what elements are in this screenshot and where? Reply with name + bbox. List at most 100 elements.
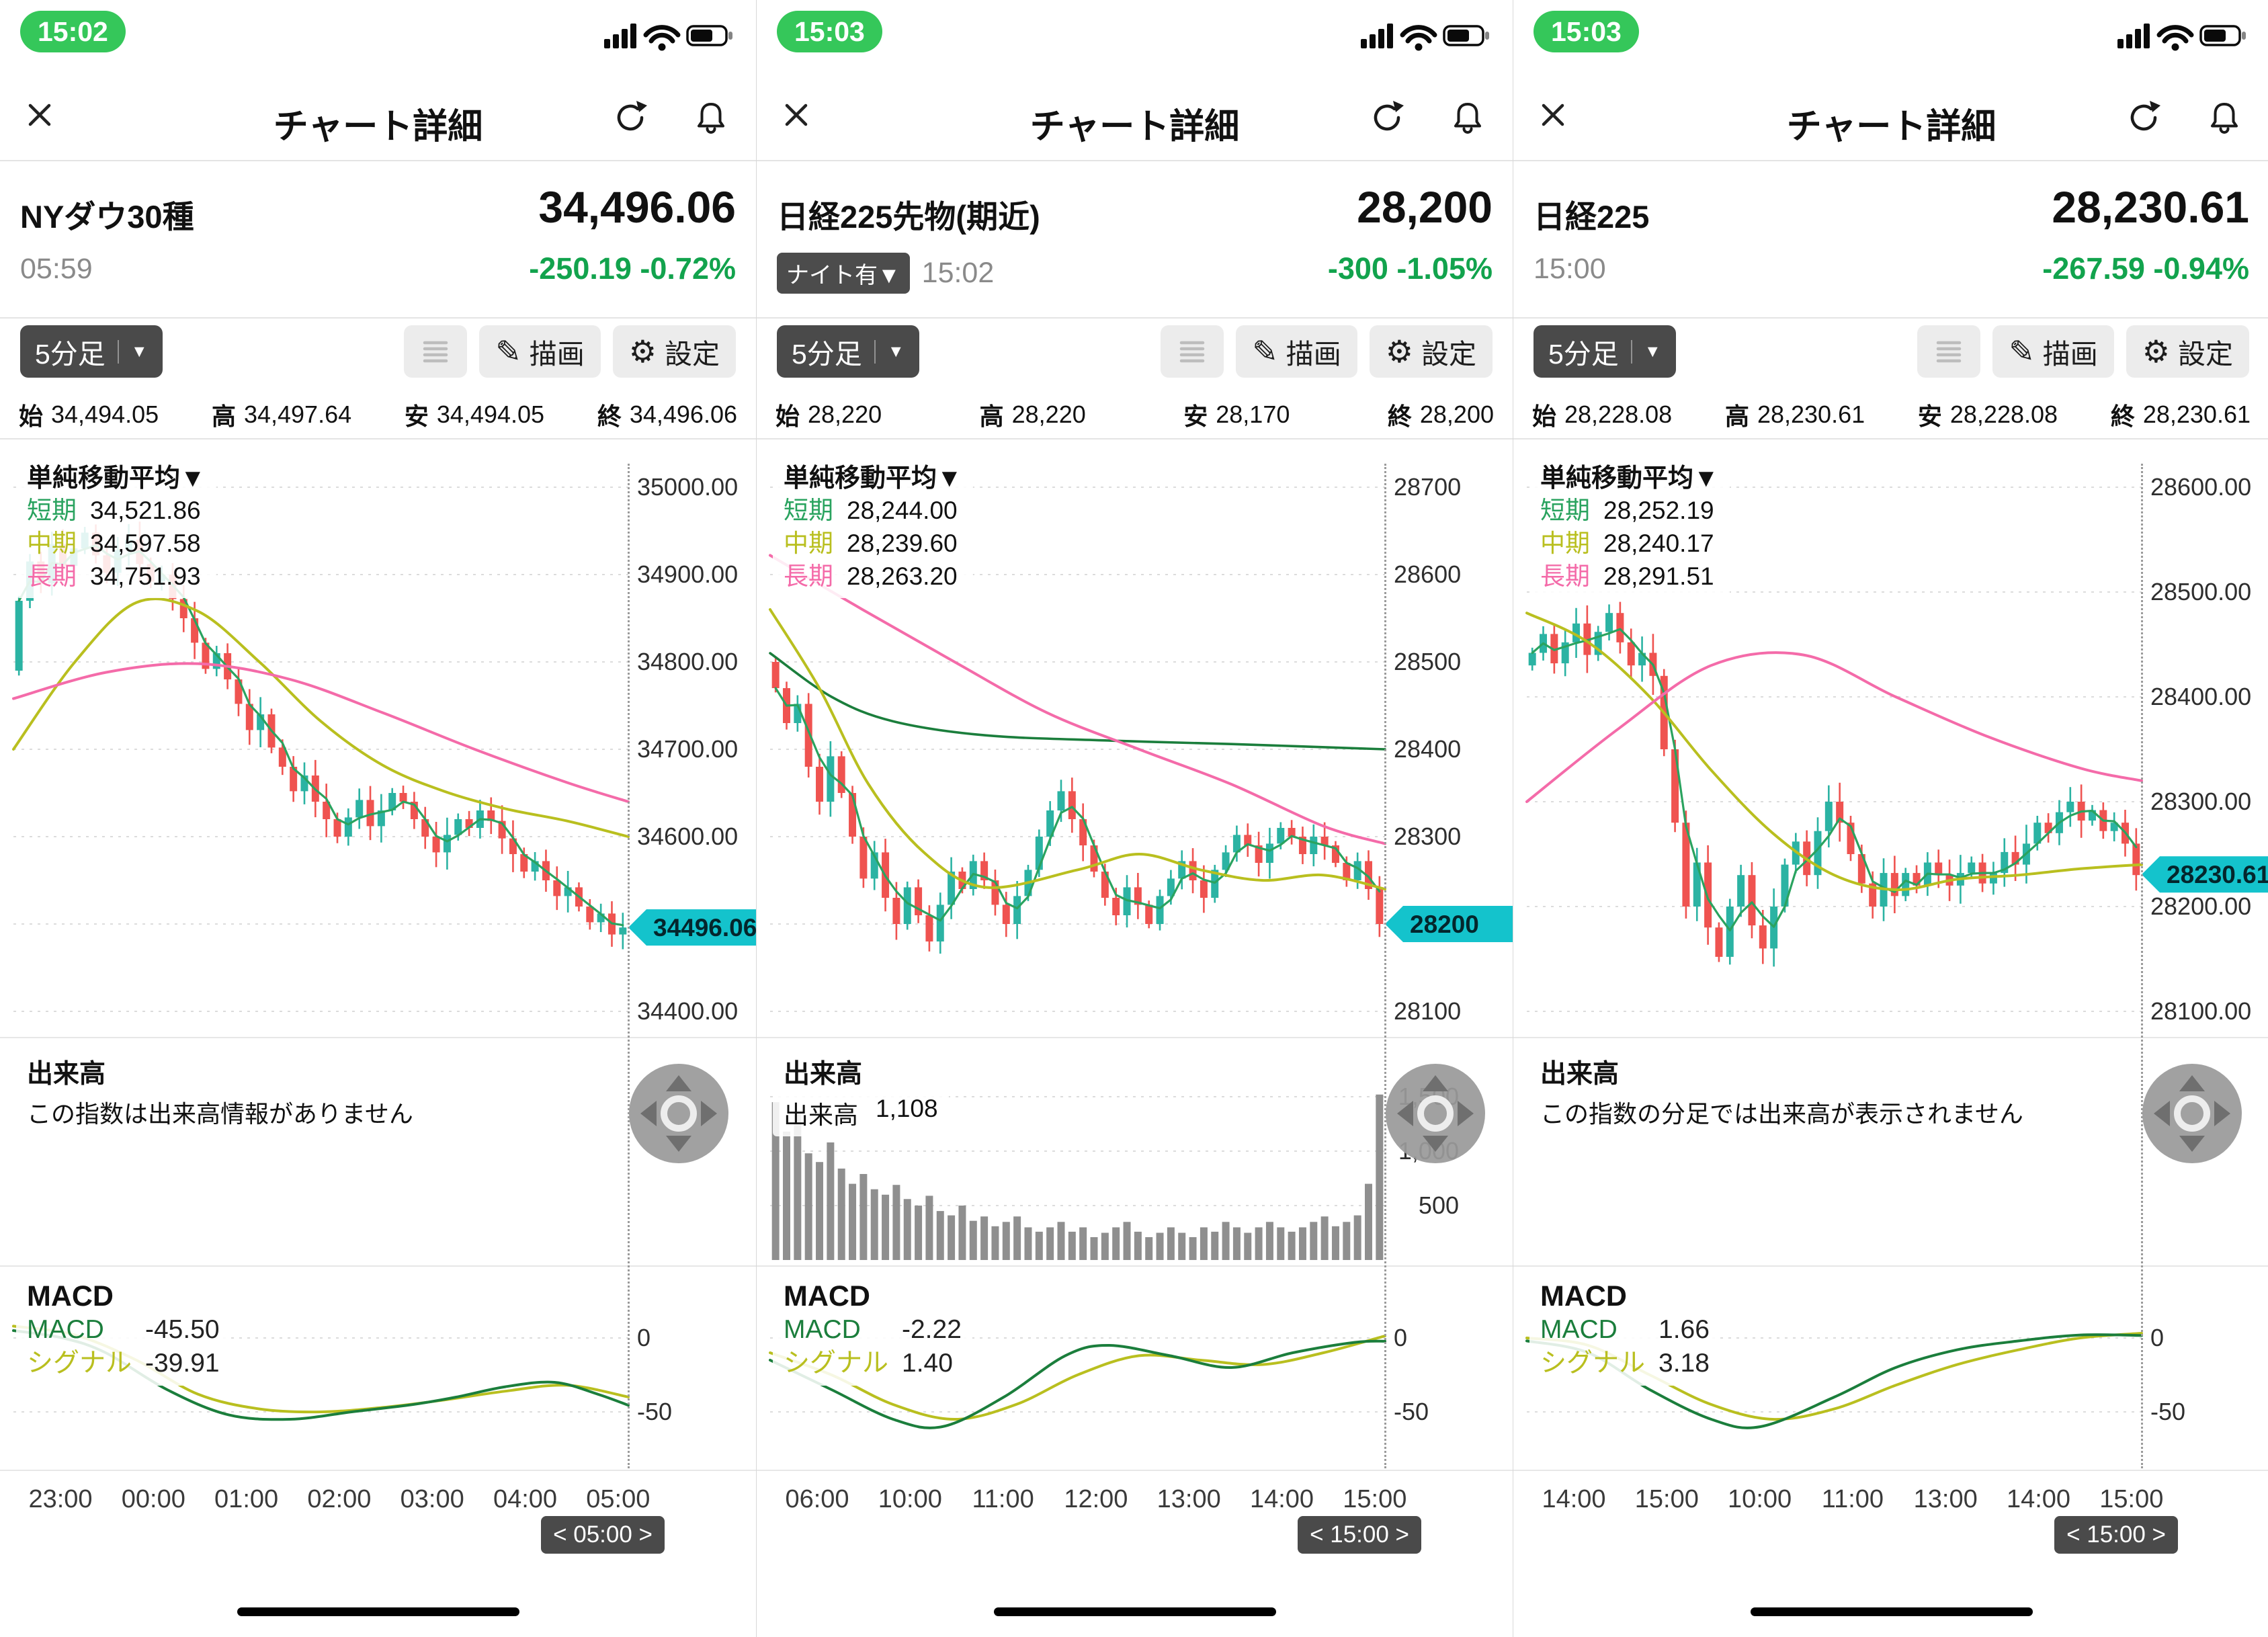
ma-mid-row: 中期 28,239.60 [784, 530, 958, 557]
navigation-header: チャート詳細 [0, 74, 756, 161]
price-change: -250.19 -0.72% [529, 251, 736, 286]
volume-value-row: 出来高 1,108 [784, 1095, 938, 1129]
dpad-control[interactable] [627, 1062, 730, 1165]
x-axis-label: 14:00 [1542, 1485, 1606, 1513]
signal-value-row: シグナル 3.18 [1540, 1349, 1710, 1378]
draw-button[interactable]: ✎ 描画 [479, 325, 601, 378]
wifi-icon [1400, 25, 1437, 51]
draw-label: 描画 [2042, 339, 2098, 370]
moving-average-legend[interactable]: 単純移動平均▼ 短期 28,252.19 中期 28,240.17 長期 28,291… [1529, 452, 1730, 598]
ohlc-high: 高 34,497.64 [211, 401, 352, 430]
close-icon[interactable] [24, 99, 55, 130]
time-axis: 14:00 15:00 10:00 11:00 13:00 14:00 15:00 [1513, 1485, 2268, 1519]
x-axis-label: 10:00 [1728, 1485, 1792, 1513]
instrument-name: 日経225 [1534, 199, 1650, 235]
indicator-list-button[interactable] [404, 325, 468, 378]
status-time: 15:03 [777, 11, 882, 52]
svg-text:-50: -50 [637, 1398, 672, 1425]
list-icon [423, 341, 448, 363]
ma-short-row: 短期 34,521.86 [27, 497, 201, 524]
x-axis-label: 10:00 [878, 1485, 942, 1513]
pencil-icon: ✎ [2009, 334, 2035, 369]
section-divider [0, 1037, 756, 1038]
ma-short-row: 短期 28,252.19 [1540, 497, 1714, 524]
chart-toolbar: 5分足 ▼ ✎ 描画 ⚙ 設定 [1513, 317, 2268, 391]
ohlc-low: 安 34,494.05 [404, 401, 545, 430]
home-indicator[interactable] [993, 1607, 1276, 1616]
close-icon[interactable] [781, 99, 812, 130]
notification-bell-icon[interactable] [1450, 99, 1486, 136]
svg-text:0: 0 [2150, 1324, 2164, 1351]
status-time: 15:03 [1534, 11, 1639, 52]
navigation-header: チャート詳細 [757, 74, 1513, 161]
svg-text:28300: 28300 [1394, 823, 1461, 850]
x-axis-label: 01:00 [214, 1485, 279, 1513]
svg-text:28700: 28700 [1394, 473, 1461, 501]
refresh-icon[interactable] [1369, 99, 1405, 136]
x-axis-label: 14:00 [2006, 1485, 2071, 1513]
close-icon[interactable] [1538, 99, 1568, 130]
x-axis-label: 03:00 [400, 1485, 464, 1513]
settings-button[interactable]: ⚙ 設定 [2126, 325, 2249, 378]
page-title: チャート詳細 [1786, 108, 1997, 146]
section-divider [1513, 1470, 2268, 1471]
indicator-list-button[interactable] [1917, 325, 1981, 378]
draw-label: 描画 [1286, 339, 1341, 370]
svg-text:35000.00: 35000.00 [637, 473, 738, 501]
refresh-icon[interactable] [2126, 99, 2162, 136]
x-axis-label: 11:00 [972, 1485, 1034, 1513]
chart-area: 2870028600285002840028300282002810028200… [757, 439, 1513, 1637]
svg-text:34400.00: 34400.00 [637, 997, 738, 1025]
chevron-down-icon: ▼ [117, 339, 148, 364]
ma-short-row: 短期 28,244.00 [784, 497, 958, 524]
home-indicator[interactable] [237, 1607, 519, 1616]
ohlc-row: 始 28,220 高 28,220 安 28,170 終 28,200 [757, 391, 1513, 439]
x-axis-label: 15:00 [2099, 1485, 2164, 1513]
svg-text:28230.61: 28230.61 [2167, 861, 2268, 888]
section-divider [1513, 1265, 2268, 1267]
settings-button[interactable]: ⚙ 設定 [1369, 325, 1493, 378]
price-chart[interactable]: 28600.00 28500.00 28400.00 28300.00 28200.00… [1513, 444, 2268, 1035]
x-axis-label: 02:00 [307, 1485, 372, 1513]
home-indicator[interactable] [1750, 1607, 2033, 1616]
settings-label: 設定 [2178, 339, 2233, 370]
settings-button[interactable]: ⚙ 設定 [612, 325, 736, 378]
indicator-list-button[interactable] [1161, 325, 1224, 378]
dpad-control[interactable] [2140, 1062, 2244, 1165]
notification-bell-icon[interactable] [693, 99, 729, 136]
dpad-control[interactable] [1384, 1062, 1487, 1165]
quote-time: 05:59 [20, 253, 93, 285]
wifi-icon [2156, 25, 2194, 51]
svg-text:28300.00: 28300.00 [2150, 788, 2251, 815]
price-chart[interactable]: 2870028600285002840028300282002810028200 [757, 444, 1513, 1035]
svg-text:28200.00: 28200.00 [2150, 892, 2251, 920]
draw-button[interactable]: ✎ 描画 [1236, 325, 1357, 378]
ohlc-open: 始 28,220 [775, 401, 882, 430]
section-divider [0, 1470, 756, 1471]
price-change: -300 -1.05% [1327, 251, 1493, 286]
gear-icon: ⚙ [628, 334, 657, 369]
macd-legend: MACD MACD 1.66 シグナル 3.18 [1529, 1275, 1720, 1386]
macd-chart[interactable]: 0 -50 [757, 1267, 1513, 1468]
x-axis-label: 06:00 [785, 1485, 849, 1513]
session-badge[interactable]: ナイト有▼ [777, 253, 910, 294]
interval-dropdown[interactable]: 5分足 ▼ [20, 325, 163, 378]
refresh-icon[interactable] [612, 99, 648, 136]
interval-dropdown[interactable]: 5分足 ▼ [777, 325, 919, 378]
ohlc-close: 終 28,230.61 [2110, 401, 2251, 430]
chevron-down-icon: ▼ [1630, 339, 1661, 364]
battery-icon [2199, 25, 2246, 46]
phone-screen-1: 15:03 チャート詳細 [756, 0, 1513, 1637]
x-axis-label: 00:00 [121, 1485, 185, 1513]
volume-note: この指数の分足では出来高が表示されません [1540, 1100, 2023, 1128]
instrument-name: NYダウ30種 [20, 199, 194, 235]
moving-average-legend[interactable]: 単純移動平均▼ 短期 28,244.00 中期 28,239.60 長期 28,263… [773, 452, 973, 598]
x-axis-label: 15:00 [1343, 1485, 1407, 1513]
status-bar: 15:03 [757, 0, 1513, 74]
draw-button[interactable]: ✎ 描画 [1992, 325, 2114, 378]
signal-value-row: シグナル -39.91 [27, 1349, 220, 1378]
x-axis-label: 14:00 [1249, 1485, 1314, 1513]
notification-bell-icon[interactable] [2206, 99, 2242, 136]
interval-dropdown[interactable]: 5分足 ▼ [1534, 325, 1676, 378]
moving-average-legend[interactable]: 単純移動平均▼ 短期 34,521.86 中期 34,597.58 長期 34,751… [16, 452, 216, 598]
